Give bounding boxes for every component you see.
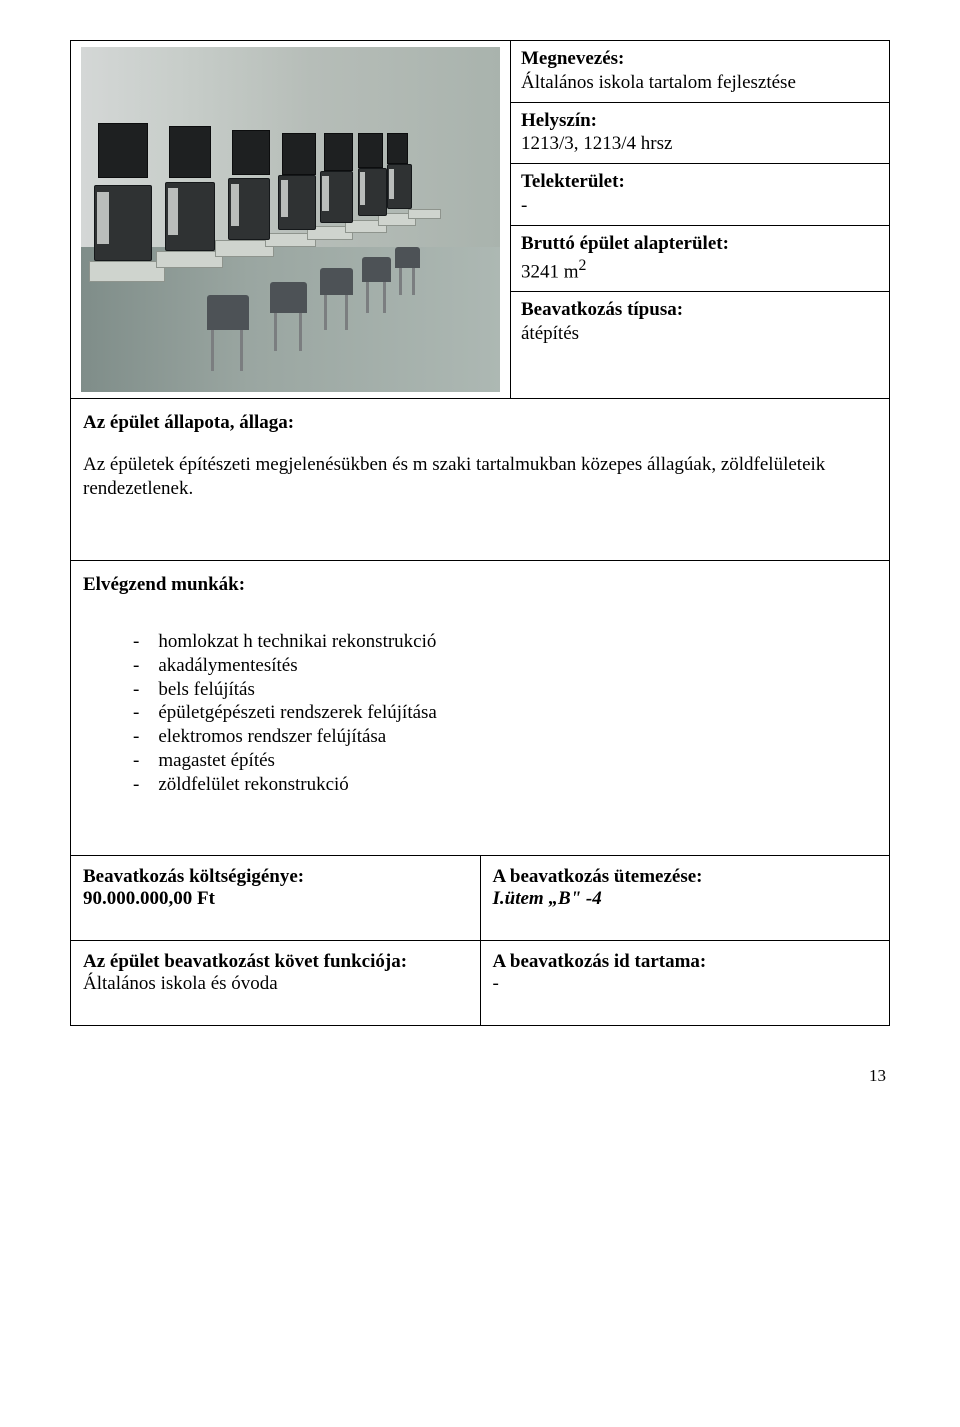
munkak-item: akadálymentesítés	[133, 654, 877, 678]
utemezes-value: I.ütem „B" -4	[493, 888, 878, 910]
munkak-item: homlokzat h technikai rekonstrukció	[133, 630, 877, 654]
megnevezes-cell: Megnevezés: Általános iskola tartalom fe…	[511, 41, 890, 103]
munkak-item: bels felújítás	[133, 678, 877, 702]
brutto-cell: Bruttó épület alapterület: 3241 m2	[511, 226, 890, 292]
helyszin-cell: Helyszín: 1213/3, 1213/4 hrsz	[511, 102, 890, 164]
utemezes-cell: A beavatkozás ütemezése: I.ütem „B" -4	[480, 856, 890, 941]
munkak-heading: Elvégzend munkák:	[83, 573, 877, 597]
munkak-item: elektromos rendszer felújítása	[133, 725, 877, 749]
classroom-photo-placeholder	[81, 47, 500, 392]
megnevezes-label: Megnevezés:	[521, 47, 879, 71]
beavatkozas-tipusa-value: átépítés	[521, 322, 879, 346]
funkcio-cell: Az épület beavatkozást követ funkciója: …	[71, 941, 481, 1026]
utemezes-label: A beavatkozás ütemezése:	[493, 866, 878, 888]
helyszin-value: 1213/3, 1213/4 hrsz	[521, 132, 879, 156]
telekterulet-cell: Telekterület: -	[511, 164, 890, 226]
photo-cell	[71, 41, 511, 399]
page-number: 13	[70, 1066, 890, 1086]
beavatkozas-tipusa-cell: Beavatkozás típusa: átépítés	[511, 292, 890, 399]
munkak-item: magastet építés	[133, 749, 877, 773]
koltseg-value: 90.000.000,00 Ft	[83, 888, 468, 910]
munkak-item: épületgépészeti rendszerek felújítása	[133, 701, 877, 725]
idotartam-value: -	[493, 973, 878, 995]
munkak-list: homlokzat h technikai rekonstrukció akad…	[83, 630, 877, 796]
bottom-grid: Beavatkozás költségigénye: 90.000.000,00…	[70, 856, 890, 1026]
telekterulet-value: -	[521, 194, 879, 218]
megnevezes-value: Általános iskola tartalom fejlesztése	[521, 71, 879, 95]
koltseg-label: Beavatkozás költségigénye:	[83, 866, 468, 888]
brutto-label: Bruttó épület alapterület:	[521, 232, 879, 256]
info-table: Megnevezés: Általános iskola tartalom fe…	[70, 40, 890, 856]
helyszin-label: Helyszín:	[521, 109, 879, 133]
allapot-text: Az épületek építészeti megjelenésükben é…	[83, 453, 877, 501]
idotartam-cell: A beavatkozás id tartama: -	[480, 941, 890, 1026]
munkak-item: zöldfelület rekonstrukció	[133, 773, 877, 797]
allapot-heading: Az épület állapota, állaga:	[83, 411, 877, 435]
munkak-cell: Elvégzend munkák: homlokzat h technikai …	[71, 561, 890, 856]
brutto-value: 3241 m2	[521, 256, 879, 284]
idotartam-label: A beavatkozás id tartama:	[493, 951, 878, 973]
allapot-cell: Az épület állapota, állaga: Az épületek …	[71, 399, 890, 561]
beavatkozas-tipusa-label: Beavatkozás típusa:	[521, 298, 879, 322]
funkcio-value: Általános iskola és óvoda	[83, 973, 468, 995]
koltseg-cell: Beavatkozás költségigénye: 90.000.000,00…	[71, 856, 481, 941]
telekterulet-label: Telekterület:	[521, 170, 879, 194]
funkcio-label: Az épület beavatkozást követ funkciója:	[83, 951, 468, 973]
